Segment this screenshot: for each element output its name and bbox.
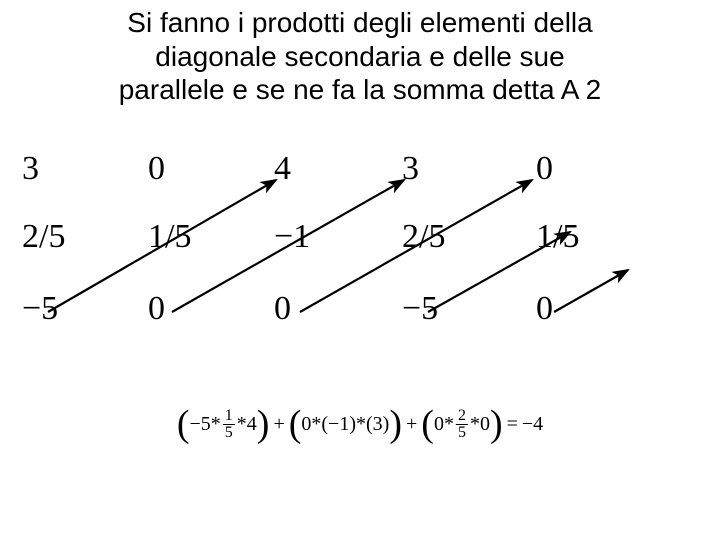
formula-result: −4 <box>522 413 543 436</box>
fraction: 25 <box>456 408 468 441</box>
fraction-denom: 5 <box>456 425 468 441</box>
formula-token: * <box>211 413 221 436</box>
formula-token: −1 <box>328 413 349 436</box>
formula-token: 0 <box>301 413 311 436</box>
big-paren: ) <box>490 413 503 436</box>
matrix-cell: 0 <box>274 290 291 328</box>
matrix-cell: 4 <box>274 150 291 188</box>
formula-token: 4 <box>247 413 257 436</box>
matrix-cell: 0 <box>148 150 165 188</box>
formula-token: 3 <box>373 413 383 436</box>
formula-token: * <box>470 413 480 436</box>
matrix-cell: 3 <box>22 150 39 188</box>
matrix-grid: 3 0 4 3 0 2/5 1/5 −1 2/5 1/5 −5 0 0 −5 0 <box>18 138 702 348</box>
fraction-numer: 2 <box>456 408 468 425</box>
matrix-cell: 0 <box>148 290 165 328</box>
matrix-cell: 2/5 <box>402 218 445 256</box>
matrix-cell: −1 <box>274 218 310 256</box>
slide: Si fanno i prodotti degli elementi della… <box>0 0 720 540</box>
matrix-cell: 2/5 <box>22 218 65 256</box>
formula-token: * <box>311 413 321 436</box>
matrix-cell: 0 <box>536 290 553 328</box>
formula-token: * <box>444 413 454 436</box>
matrix-cell: 1/5 <box>536 218 579 256</box>
big-paren: ) <box>257 413 270 436</box>
formula-token: * <box>356 413 366 436</box>
slide-title: Si fanno i prodotti degli elementi della… <box>0 6 720 107</box>
formula-token: 0 <box>434 413 444 436</box>
formula-token: −5 <box>190 413 211 436</box>
formula-token: ( <box>321 413 328 436</box>
matrix-cell: −5 <box>22 290 58 328</box>
formula-token: * <box>237 413 247 436</box>
formula-token: 0 <box>480 413 490 436</box>
formula-token: ) <box>349 413 356 436</box>
matrix-cell: 1/5 <box>148 218 191 256</box>
formula-expression: (−5*15*4)+(0*(−1)*(3))+(0*25*0) = −4 <box>177 408 543 441</box>
formula-token: ) <box>383 413 390 436</box>
plus-operator: + <box>402 413 421 436</box>
big-paren: ( <box>289 413 302 436</box>
equals-sign: = <box>503 413 522 436</box>
big-paren: ( <box>177 413 190 436</box>
fraction: 15 <box>223 408 235 441</box>
fraction-numer: 1 <box>223 408 235 425</box>
matrix-cell: −5 <box>402 290 438 328</box>
big-paren: ) <box>389 413 402 436</box>
fraction-denom: 5 <box>223 425 235 441</box>
big-paren: ( <box>421 413 434 436</box>
matrix-cell: 0 <box>536 150 553 188</box>
computation-formula: (−5*15*4)+(0*(−1)*(3))+(0*25*0) = −4 <box>177 408 543 441</box>
formula-token: ( <box>366 413 373 436</box>
matrix-cell: 3 <box>402 150 419 188</box>
plus-operator: + <box>269 413 288 436</box>
